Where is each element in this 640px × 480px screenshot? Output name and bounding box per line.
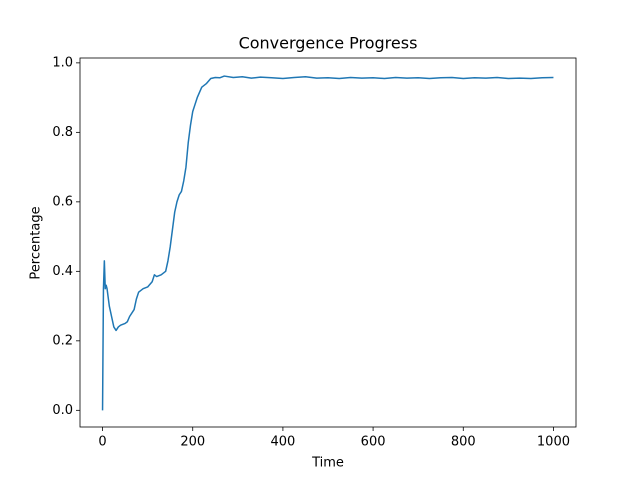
x-tick-label: 600 (361, 435, 386, 450)
y-tick-label: 0.8 (52, 125, 73, 140)
y-tick-label: 0.0 (52, 403, 73, 418)
x-axis-label: Time (311, 456, 344, 471)
x-tick-label: 200 (180, 435, 205, 450)
x-tick-label: 400 (270, 435, 295, 450)
x-tick-label: 800 (451, 435, 476, 450)
chart-title: Convergence Progress (239, 34, 418, 53)
y-tick-label: 1.0 (52, 55, 73, 70)
y-tick-label: 0.2 (52, 333, 73, 348)
data-line (101, 75, 554, 411)
plot-frame (79, 57, 577, 428)
x-tick-label: 0 (98, 435, 106, 450)
y-axis-label: Percentage (29, 206, 44, 279)
y-tick-label: 0.4 (52, 264, 73, 279)
y-tick-label: 0.6 (52, 194, 73, 209)
x-tick-label: 1000 (537, 435, 570, 450)
